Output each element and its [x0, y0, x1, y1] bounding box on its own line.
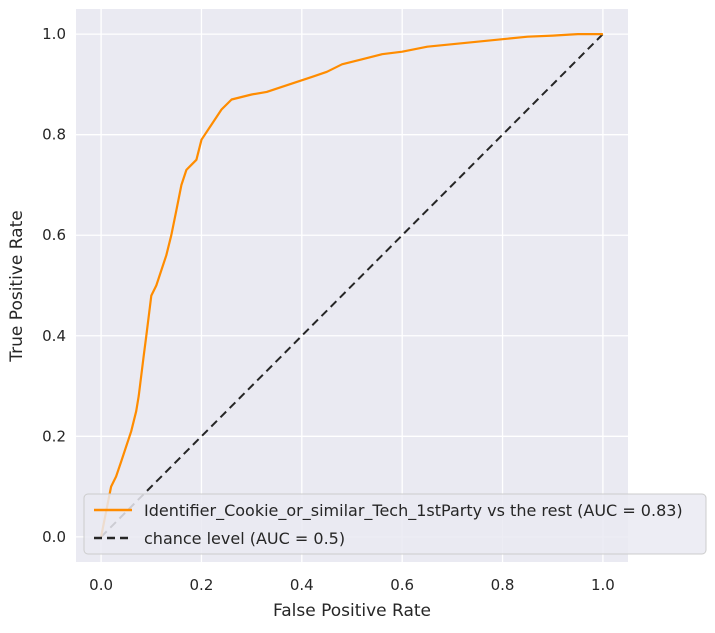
legend-label-chance: chance level (AUC = 0.5) — [144, 529, 345, 548]
y-tick-label: 0.6 — [42, 226, 66, 244]
x-tick-label: 1.0 — [591, 576, 615, 594]
legend: Identifier_Cookie_or_similar_Tech_1stPar… — [83, 493, 707, 555]
chance-level-line — [100, 33, 604, 538]
tick-labels: 0.0 0.2 0.4 0.6 0.8 1.0 0.0 0.2 0.4 0.6 0.8 1.0 — [42, 25, 615, 594]
legend-box — [83, 493, 707, 555]
x-tick-label: 0.6 — [390, 576, 414, 594]
y-axis-label: True Positive Rate — [7, 210, 27, 362]
y-tick-label: 1.0 — [42, 25, 66, 43]
y-tick-label: 0.8 — [42, 126, 66, 144]
roc-curve-line — [100, 32, 603, 538]
y-tick-label: 0.4 — [42, 327, 66, 345]
x-tick-label: 0.0 — [89, 576, 113, 594]
grid-lines — [76, 9, 628, 562]
x-tick-label: 0.8 — [491, 576, 515, 594]
legend-label-roc: Identifier_Cookie_or_similar_Tech_1stPar… — [144, 501, 683, 521]
x-tick-label: 0.4 — [290, 576, 314, 594]
series-lines — [100, 32, 604, 538]
y-tick-label: 0.2 — [42, 427, 66, 445]
x-tick-label: 0.2 — [190, 576, 214, 594]
x-axis-label: False Positive Rate — [273, 601, 431, 621]
y-tick-label: 0.0 — [42, 528, 66, 546]
